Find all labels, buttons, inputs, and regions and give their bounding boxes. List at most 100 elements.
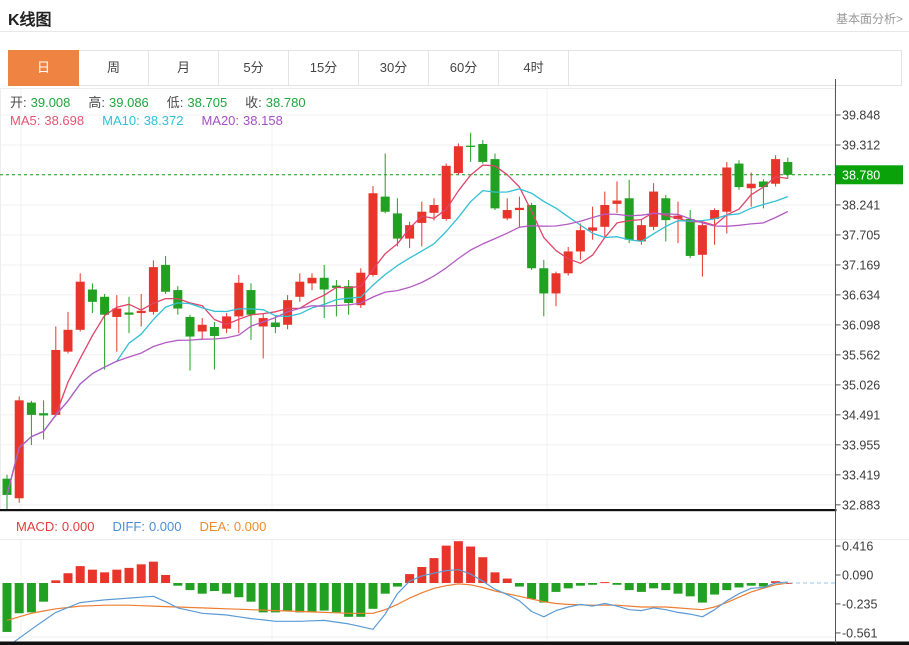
- y-axis-label: 37.705: [842, 228, 880, 242]
- candle-body: [588, 227, 598, 231]
- candle-body: [331, 285, 341, 288]
- macd-hist-bar: [466, 546, 476, 584]
- tab-interval-6[interactable]: 60分: [429, 50, 499, 86]
- dea-line: [6, 582, 788, 621]
- macd-hist-bar: [100, 572, 110, 584]
- macd-hist-bar: [722, 583, 732, 591]
- fundamental-analysis-link[interactable]: 基本面分析>: [835, 12, 903, 26]
- macd-hist-bar: [453, 541, 463, 584]
- ma10-line: [6, 188, 789, 496]
- candle-body: [563, 251, 573, 274]
- legend-value: 38.372: [143, 113, 184, 128]
- candle-body: [209, 327, 219, 336]
- macd-hist-bar: [14, 583, 24, 614]
- y-axis-label: 39.848: [842, 109, 880, 123]
- macd-hist-bar: [502, 578, 512, 584]
- macd-hist-bar: [307, 583, 317, 613]
- y-axis-label: 39.312: [842, 139, 880, 153]
- macd-hist-bar: [124, 567, 134, 584]
- macd-hist-bar: [746, 583, 756, 586]
- candle-body: [87, 289, 97, 302]
- ma-legend: MA5: 38.698 MA10: 38.372 MA20: 38.158: [10, 113, 301, 128]
- legend-value: 0.000: [233, 519, 267, 534]
- tab-interval-7[interactable]: 4时: [499, 50, 569, 86]
- candle-body: [575, 230, 585, 252]
- legend-value: 0.000: [61, 519, 95, 534]
- macd-y-axis-label: -0.561: [842, 626, 877, 640]
- macd-hist-bar: [441, 545, 451, 584]
- candle-body: [173, 290, 183, 309]
- macd-chart-canvas[interactable]: [0, 540, 836, 642]
- y-axis-label: 33.419: [842, 468, 880, 482]
- macd-hist-bar: [588, 583, 598, 585]
- macd-hist-bar: [636, 583, 646, 592]
- legend-value: 39.008: [30, 95, 71, 110]
- y-axis-label: 32.883: [842, 498, 880, 512]
- macd-hist-bar: [319, 583, 329, 611]
- current-price-badge-label: 38.780: [842, 168, 880, 182]
- y-axis-label: 36.098: [842, 318, 880, 332]
- candle-body: [222, 316, 232, 329]
- tab-interval-0[interactable]: 日: [8, 50, 79, 86]
- candle-body: [295, 281, 305, 297]
- y-axis-label: 37.169: [842, 258, 880, 272]
- macd-y-axis-label: -0.235: [842, 597, 877, 611]
- tab-interval-3[interactable]: 5分: [219, 50, 289, 86]
- candle-body: [368, 193, 378, 275]
- macd-hist-bar: [87, 569, 97, 584]
- main-chart-canvas[interactable]: [0, 88, 836, 509]
- y-axis-label: 33.955: [842, 438, 880, 452]
- macd-hist-bar: [478, 557, 488, 584]
- candle-body: [197, 324, 207, 332]
- candle-body: [649, 191, 659, 227]
- candle-body: [661, 198, 671, 221]
- candle-body: [466, 145, 476, 147]
- macd-hist-bar: [429, 558, 439, 584]
- candle-body: [270, 322, 280, 328]
- candle-body: [356, 272, 366, 306]
- legend-value: 0.000: [148, 519, 182, 534]
- macd-y-axis-label: 0.416: [842, 540, 873, 554]
- macd-hist-bar: [39, 583, 49, 602]
- macd-hist-bar: [612, 583, 622, 585]
- macd-hist-bar: [673, 583, 683, 594]
- macd-hist-bar: [51, 580, 61, 584]
- candle-body: [124, 312, 134, 315]
- macd-hist-bar: [551, 583, 561, 592]
- main-pane-bottom-axis: [0, 509, 837, 512]
- tab-interval-4[interactable]: 15分: [289, 50, 359, 86]
- macd-hist-bar: [148, 561, 158, 584]
- legend-label: 低:: [166, 95, 184, 110]
- macd-hist-bar: [26, 583, 36, 613]
- tab-interval-1[interactable]: 周: [79, 50, 149, 86]
- legend-label: 高:: [88, 95, 106, 110]
- candle-body: [161, 264, 171, 292]
- candle-body: [380, 196, 390, 212]
- interval-tab-bar: 日周月 5分 15分 30分 60分 4时: [8, 50, 902, 86]
- macd-hist-bar: [283, 583, 293, 611]
- candle-body: [112, 308, 122, 317]
- candle-body: [478, 143, 488, 162]
- candle-body: [307, 277, 317, 284]
- tab-interval-2[interactable]: 月: [149, 50, 219, 86]
- candle-body: [551, 273, 561, 294]
- macd-hist-bar: [331, 583, 341, 613]
- candle-body: [758, 181, 768, 188]
- macd-hist-bar: [685, 583, 695, 597]
- macd-hist-bar: [258, 583, 268, 613]
- candle-body: [26, 402, 36, 415]
- candle-body: [405, 225, 415, 239]
- macd-hist-bar: [197, 583, 207, 594]
- candle-body: [527, 205, 537, 269]
- tab-interval-5[interactable]: 30分: [359, 50, 429, 86]
- macd-hist-bar: [697, 583, 707, 603]
- macd-hist-bar: [575, 583, 585, 586]
- candle-body: [185, 316, 195, 337]
- candle-body: [429, 205, 439, 213]
- macd-hist-bar: [563, 583, 573, 589]
- y-axis-label: 36.634: [842, 288, 880, 302]
- macd-hist-bar: [75, 566, 85, 584]
- candle-body: [600, 205, 610, 227]
- tab-bar-filler: [569, 50, 902, 86]
- macd-hist-bar: [222, 583, 232, 594]
